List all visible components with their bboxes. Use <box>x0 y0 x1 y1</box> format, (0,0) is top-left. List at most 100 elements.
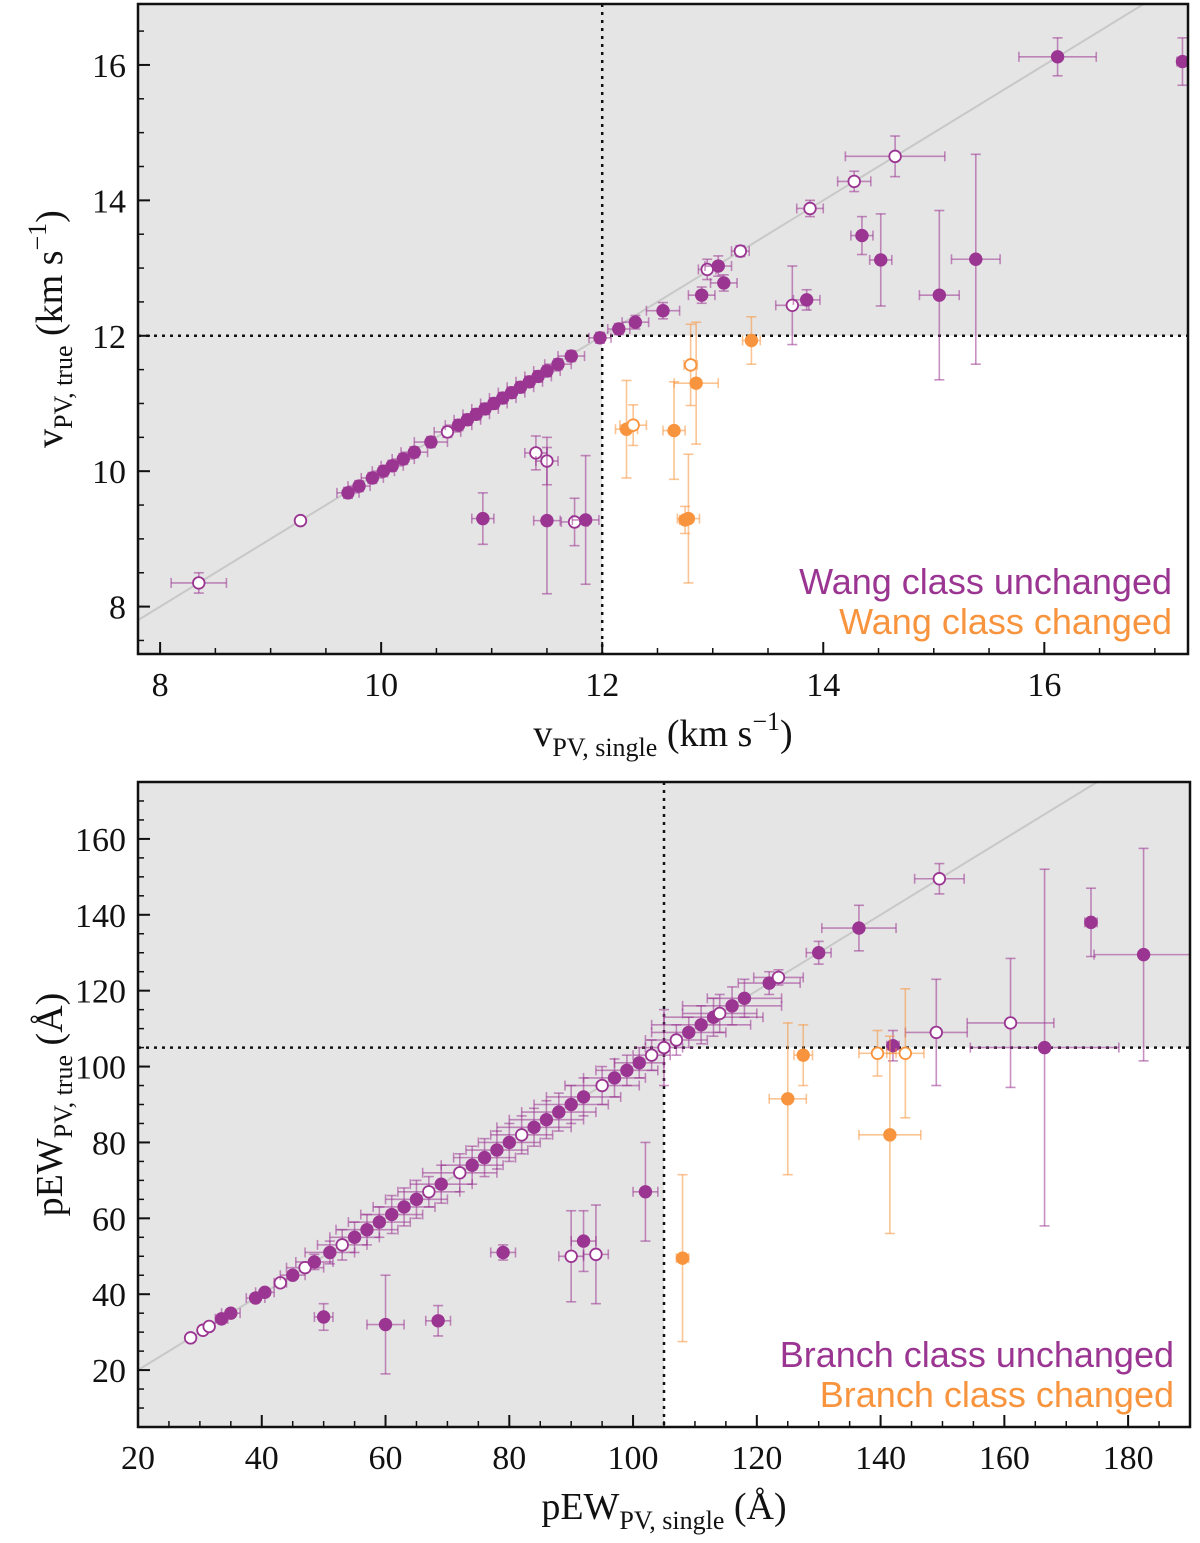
data-point <box>681 986 783 1026</box>
marker-filled <box>1084 915 1098 930</box>
marker-filled <box>372 1215 387 1229</box>
marker-open <box>335 1238 349 1252</box>
marker-filled <box>607 1071 622 1085</box>
marker-filled <box>397 1200 411 1214</box>
marker-filled <box>682 1025 696 1040</box>
marker-open <box>183 1331 198 1345</box>
marker-open <box>626 418 640 432</box>
marker-open <box>929 1025 943 1040</box>
marker-open <box>422 1185 436 1199</box>
plot-frame <box>136 2 1190 656</box>
marker-filled <box>632 1056 646 1070</box>
marker-filled <box>855 228 869 243</box>
y-tick-label: 100 <box>75 1050 126 1087</box>
data-point <box>850 215 874 256</box>
data-point <box>885 987 925 1119</box>
marker-open <box>898 1046 913 1060</box>
x-tick-label: 8 <box>152 667 169 704</box>
y-tick-label: 160 <box>75 822 126 859</box>
data-point <box>582 1204 610 1305</box>
marker-filled <box>352 479 366 493</box>
plot-area <box>138 782 1190 1427</box>
marker-filled <box>307 1255 322 1269</box>
y-tick-label: 14 <box>92 183 126 220</box>
data-point <box>858 1029 897 1077</box>
marker-filled <box>812 946 826 960</box>
data-point <box>170 571 228 594</box>
x-axis-label: pEWPV, single (Å) <box>541 1486 786 1535</box>
data-point <box>752 969 805 986</box>
marker-open <box>293 513 308 528</box>
data-point <box>820 904 897 952</box>
data-point <box>489 1244 517 1261</box>
marker-open <box>932 872 947 886</box>
x-tick-label: 12 <box>585 667 619 704</box>
data-point <box>570 1209 597 1273</box>
data-point <box>304 1240 356 1265</box>
marker-filled <box>1037 1040 1052 1055</box>
marker-filled <box>323 1245 337 1260</box>
marker-open <box>771 970 786 985</box>
marker-open <box>453 1166 467 1180</box>
data-point <box>452 1137 517 1178</box>
x-tick-label: 120 <box>731 1440 782 1477</box>
marker-filled <box>1175 54 1188 69</box>
data-point <box>675 1173 690 1343</box>
marker-filled <box>316 1310 331 1324</box>
y-tick-label: 10 <box>92 454 126 491</box>
marker-filled <box>1050 50 1065 64</box>
y-tick-label: 20 <box>92 1353 126 1390</box>
y-tick-label: 12 <box>92 319 126 356</box>
data-point <box>621 314 650 330</box>
marker-filled <box>744 333 759 348</box>
data-point <box>768 1022 808 1176</box>
data-point <box>687 286 716 305</box>
data-point <box>293 513 308 528</box>
x-tick-label: 16 <box>1027 667 1061 704</box>
marker-open <box>733 244 748 258</box>
marker-filled <box>564 349 578 363</box>
y-tick-label: 80 <box>92 1125 126 1162</box>
data-point <box>409 1164 473 1204</box>
marker-filled <box>874 253 888 267</box>
marker-open <box>657 1040 671 1055</box>
data-point <box>918 209 961 381</box>
data-point <box>1018 37 1098 77</box>
data-point <box>730 244 751 258</box>
data-point <box>844 135 946 178</box>
x-axis-label: vPV, single (km s−1) <box>533 707 792 762</box>
data-point <box>254 1285 275 1300</box>
y-tick-label: 140 <box>75 898 126 935</box>
marker-filled <box>711 259 725 273</box>
marker-filled <box>628 315 643 329</box>
marker-filled <box>407 445 422 459</box>
data-point <box>329 1221 381 1254</box>
series-unchanged <box>170 37 1188 595</box>
marker-filled <box>465 1158 479 1172</box>
data-point <box>465 1130 529 1170</box>
data-point <box>868 213 893 307</box>
chart-panel-2: 20 40 60 80 100 120 140 160 180 20 40 60 80 100 120 140… <box>29 780 1192 1535</box>
marker-filled <box>675 1251 690 1265</box>
data-point <box>793 1024 814 1087</box>
marker-open <box>567 515 582 529</box>
data-point <box>273 1276 288 1290</box>
marker-open <box>1003 1016 1018 1030</box>
data-point <box>795 199 825 218</box>
data-point <box>966 957 1055 1089</box>
data-point <box>294 1253 334 1271</box>
data-point <box>632 1039 671 1072</box>
data-point <box>413 435 449 449</box>
data-point <box>709 274 738 292</box>
data-point <box>183 1331 198 1345</box>
data-point <box>741 316 762 366</box>
marker-filled <box>347 1230 362 1244</box>
data-point <box>645 301 681 320</box>
legend-entry-changed: Wang class changed <box>839 601 1172 642</box>
marker-open <box>870 1046 885 1060</box>
marker-open <box>712 1006 727 1021</box>
data-point <box>706 978 783 1019</box>
data-point <box>347 1206 412 1239</box>
marker-open <box>440 425 455 439</box>
